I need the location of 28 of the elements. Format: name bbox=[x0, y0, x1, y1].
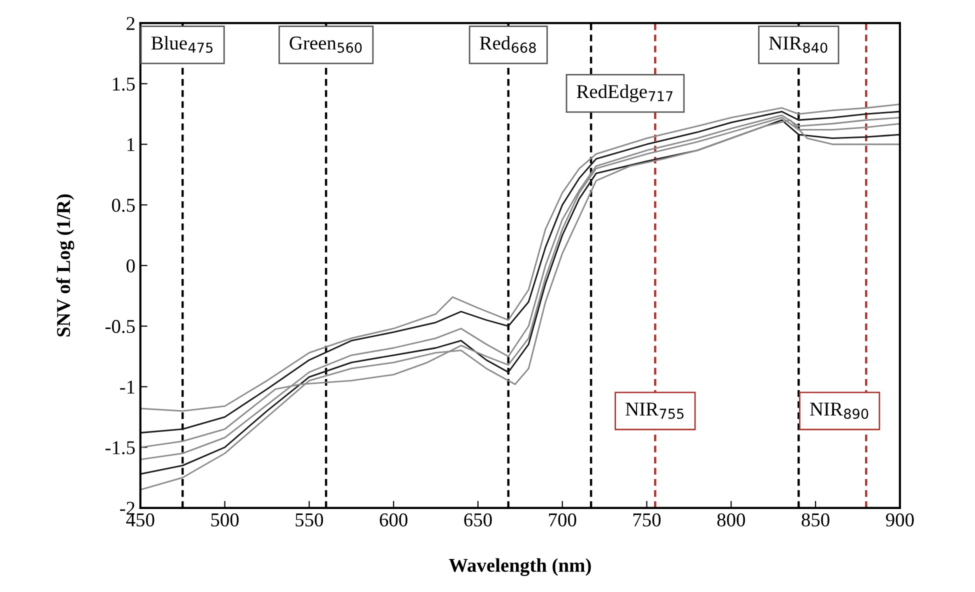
ref-line-label: NIR$_{890}$ bbox=[810, 402, 868, 419]
y-tick-label: 1 bbox=[128, 138, 134, 152]
y-tick-label: -0.5 bbox=[105, 320, 135, 334]
x-tick-label: 650 bbox=[464, 513, 492, 526]
x-tick-label: 550 bbox=[296, 513, 324, 526]
x-axis-title: Wavelength (nm) bbox=[448, 558, 591, 576]
ref-line-label: RedEdge$_{717}$ bbox=[576, 84, 673, 102]
y-tick-label: -1 bbox=[120, 380, 134, 394]
x-tick-label: 800 bbox=[717, 513, 745, 526]
y-tick-label: -2 bbox=[120, 502, 134, 515]
x-tick-label: 850 bbox=[802, 513, 830, 526]
ref-line-label: Blue$_{475}$ bbox=[151, 36, 213, 53]
x-tick-label: 600 bbox=[380, 513, 408, 526]
ref-line-label: NIR$_{840}$ bbox=[769, 36, 828, 53]
y-tick-label: -1.5 bbox=[105, 441, 135, 454]
y-tick-label: 2 bbox=[126, 16, 134, 30]
x-tick-label: 450 bbox=[126, 513, 154, 526]
x-tick-label: 900 bbox=[886, 513, 914, 526]
y-tick-label: 0 bbox=[126, 259, 135, 272]
y-tick-label: 1.5 bbox=[112, 78, 135, 91]
ref-line-label: NIR$_{755}$ bbox=[626, 402, 684, 419]
x-tick-label: 750 bbox=[633, 513, 661, 526]
x-tick-label: 500 bbox=[211, 513, 239, 526]
ref-line-label: Green$_{560}$ bbox=[290, 36, 362, 53]
y-axis-title: SNV of Log (1/R) bbox=[56, 194, 74, 336]
x-tick-label: 700 bbox=[549, 513, 576, 526]
y-tick-label: 0.5 bbox=[112, 198, 135, 212]
ref-line-label: Red$_{668}$ bbox=[480, 36, 536, 53]
